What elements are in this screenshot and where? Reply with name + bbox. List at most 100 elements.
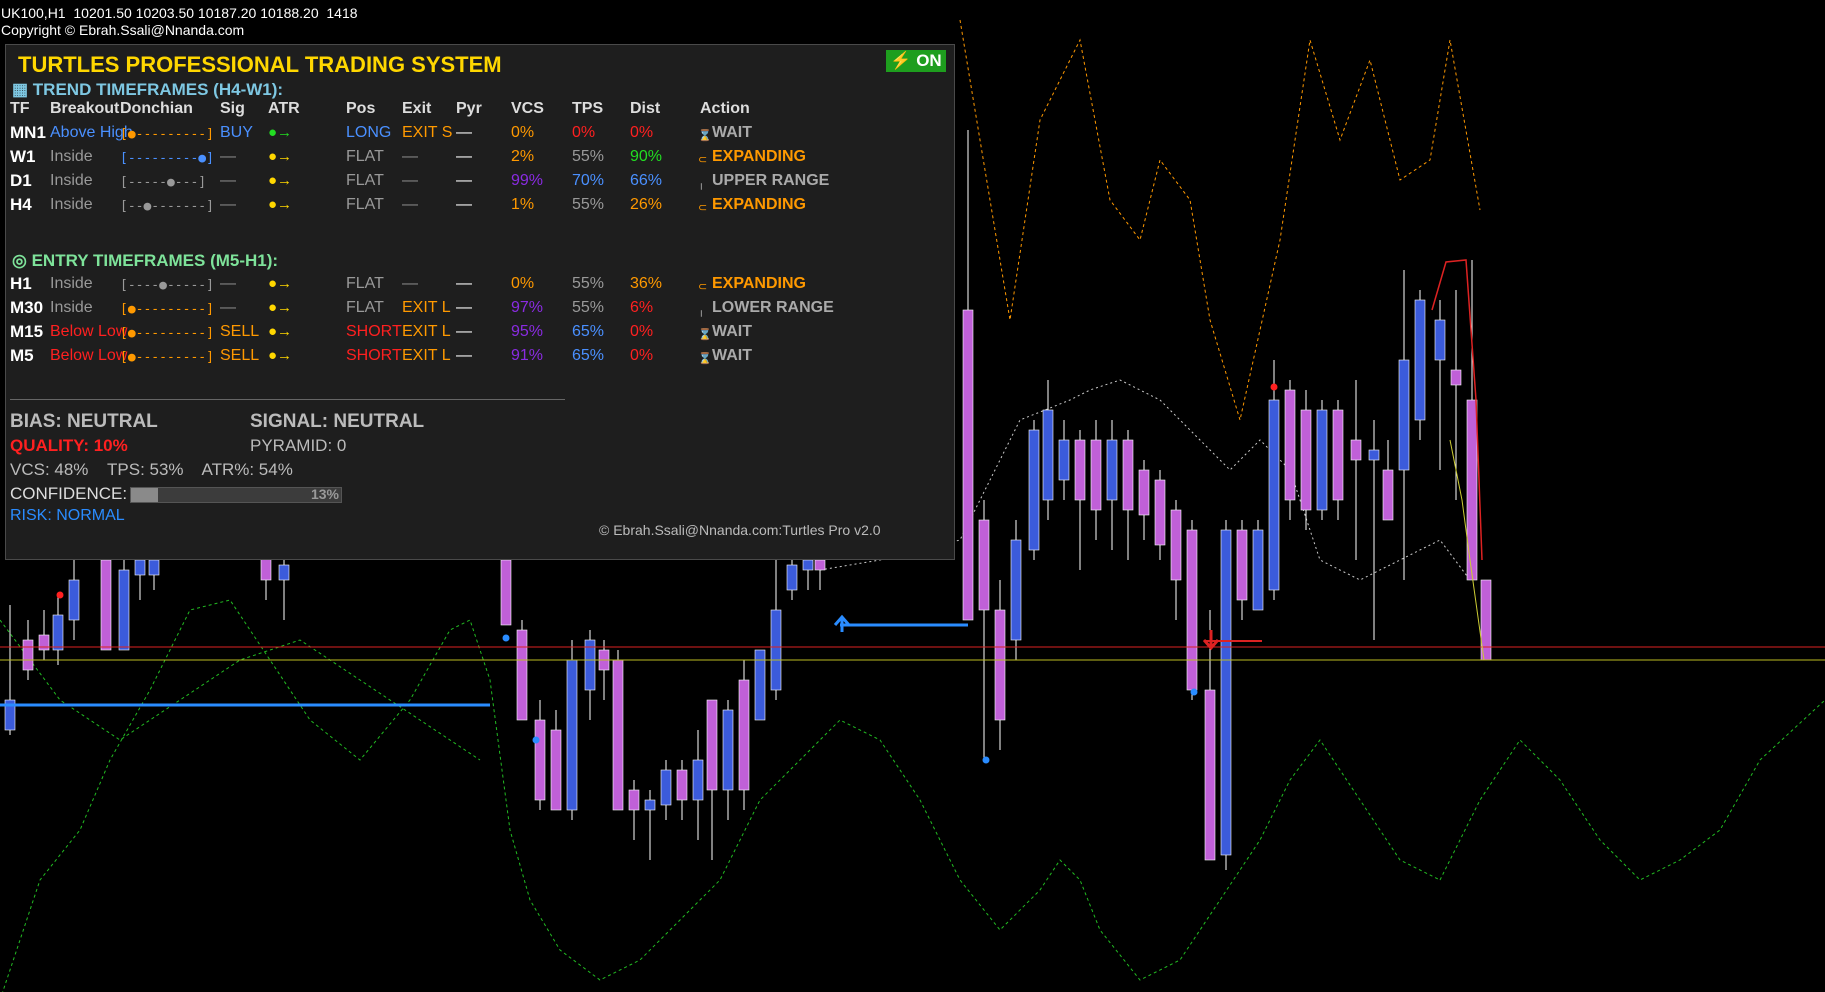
candle-body (978, 519, 990, 611)
action-d1: UPPER RANGE (712, 172, 830, 189)
exit-m30: EXIT L (402, 299, 451, 316)
pos-h4: FLAT (346, 196, 384, 213)
confidence-fill (131, 488, 159, 502)
expanding-icon: ⊂ (698, 281, 708, 293)
timeframe-h4: H4 (10, 195, 32, 214)
candle-body (1220, 529, 1232, 856)
confidence-bar: 13% (130, 486, 342, 503)
candle-body (1028, 429, 1040, 551)
candle-body (1332, 409, 1344, 501)
timeframe-mn1: MN1 (10, 123, 46, 142)
pyr-w1: — (456, 148, 472, 165)
bar-chart-icon: ▦ (12, 80, 29, 99)
tps-w1: 55% (572, 148, 605, 165)
timeframe-m5: M5 (10, 346, 34, 365)
breakout-h4: Inside (50, 196, 93, 213)
candle-body (1350, 439, 1362, 461)
timeframe-m30: M30 (10, 298, 44, 317)
lower-band-left (0, 619, 481, 761)
signal-dot (56, 591, 64, 599)
candle-body (962, 309, 974, 621)
candles-layer (4, 130, 1492, 870)
candle-body (1414, 299, 1426, 421)
breakout-m15: Below Low (50, 323, 128, 340)
dist-w1: 90% (630, 148, 663, 165)
dist-m15: 0% (630, 323, 654, 340)
exit-mn1: EXIT S (402, 124, 453, 141)
candle-body (994, 609, 1006, 721)
candle-body (4, 699, 16, 731)
column-header-pos: Pos (346, 100, 376, 117)
candle-body (676, 769, 688, 801)
exit-m15: EXIT L (402, 323, 451, 340)
candle-body (1106, 439, 1118, 501)
yellow-stop-line (1449, 439, 1485, 661)
lightning-icon: ⚡ (890, 51, 912, 70)
atr-m30: ●→ (268, 299, 293, 316)
candle-body (1466, 399, 1478, 581)
candle-body (1058, 439, 1070, 481)
candle-body (1382, 469, 1394, 521)
candle-body (22, 639, 34, 671)
signal-dot (502, 634, 510, 642)
atr-h4: ●→ (268, 196, 293, 213)
breakout-h1: Inside (50, 275, 93, 292)
candle-body (1368, 449, 1380, 461)
risk-label: RISK: NORMAL (10, 507, 125, 524)
atr-m5: ●→ (268, 347, 293, 364)
dist-mn1: 0% (630, 124, 654, 141)
pos-w1: FLAT (346, 148, 384, 165)
exit-m5: EXIT L (402, 347, 451, 364)
column-header-pyr: Pyr (456, 100, 482, 117)
candle-body (802, 559, 814, 571)
pos-h1: FLAT (346, 275, 384, 292)
candle-body (692, 759, 704, 801)
pos-m30: FLAT (346, 299, 384, 316)
candle-body (1138, 469, 1150, 516)
column-header-atr: ATR (268, 100, 300, 117)
sig-m5: SELL (220, 347, 260, 364)
tps-m5: 65% (572, 347, 605, 364)
pyr-m5: — (456, 347, 472, 364)
red-stop-line (1431, 259, 1483, 561)
candle-body (1090, 439, 1102, 511)
candle-body (1042, 409, 1054, 501)
don-w1: [---------●] (120, 151, 214, 166)
candle-body (770, 609, 782, 691)
pos-m15: SHORT (346, 323, 402, 340)
candle-body (134, 559, 146, 576)
chart-symbol-info: UK100,H1 10201.50 10203.50 10187.20 1018… (1, 5, 358, 21)
bands-layer (0, 19, 1825, 992)
confidence-label: CONFIDENCE: (10, 484, 128, 503)
candle-body (534, 719, 546, 801)
pyr-d1: — (456, 172, 472, 189)
candle-body (516, 629, 528, 721)
candle-body (68, 579, 80, 621)
sig-h1: — (220, 275, 236, 292)
down-arrow-icon (1202, 630, 1220, 651)
sig-m30: — (220, 299, 236, 316)
hourglass-icon: ⌛ (698, 130, 712, 142)
status-on-button[interactable]: ⚡ ON (886, 50, 946, 72)
candle-body (550, 729, 562, 811)
candle-body (1074, 439, 1086, 501)
timeframe-m15: M15 (10, 322, 44, 341)
trend-section-title: TREND TIMEFRAMES (H4-W1): (32, 80, 284, 99)
don-m30: [●---------] (120, 302, 214, 317)
exit-h4: — (402, 196, 418, 213)
breakout-d1: Inside (50, 172, 93, 189)
upper-band-line (959, 19, 1481, 422)
action-m5: WAIT (712, 347, 752, 364)
dist-h1: 36% (630, 275, 663, 292)
signal-dot (1270, 383, 1278, 391)
action-m30: LOWER RANGE (712, 299, 834, 316)
don-h4: [--●-------] (120, 199, 214, 214)
pyr-m15: — (456, 323, 472, 340)
column-header-dist: Dist (630, 100, 661, 117)
candle-body (584, 639, 596, 691)
column-header-exit: Exit (402, 100, 432, 117)
divider (10, 399, 565, 400)
lower-band-line-2 (1439, 699, 1825, 881)
atr-h1: ●→ (268, 275, 293, 292)
